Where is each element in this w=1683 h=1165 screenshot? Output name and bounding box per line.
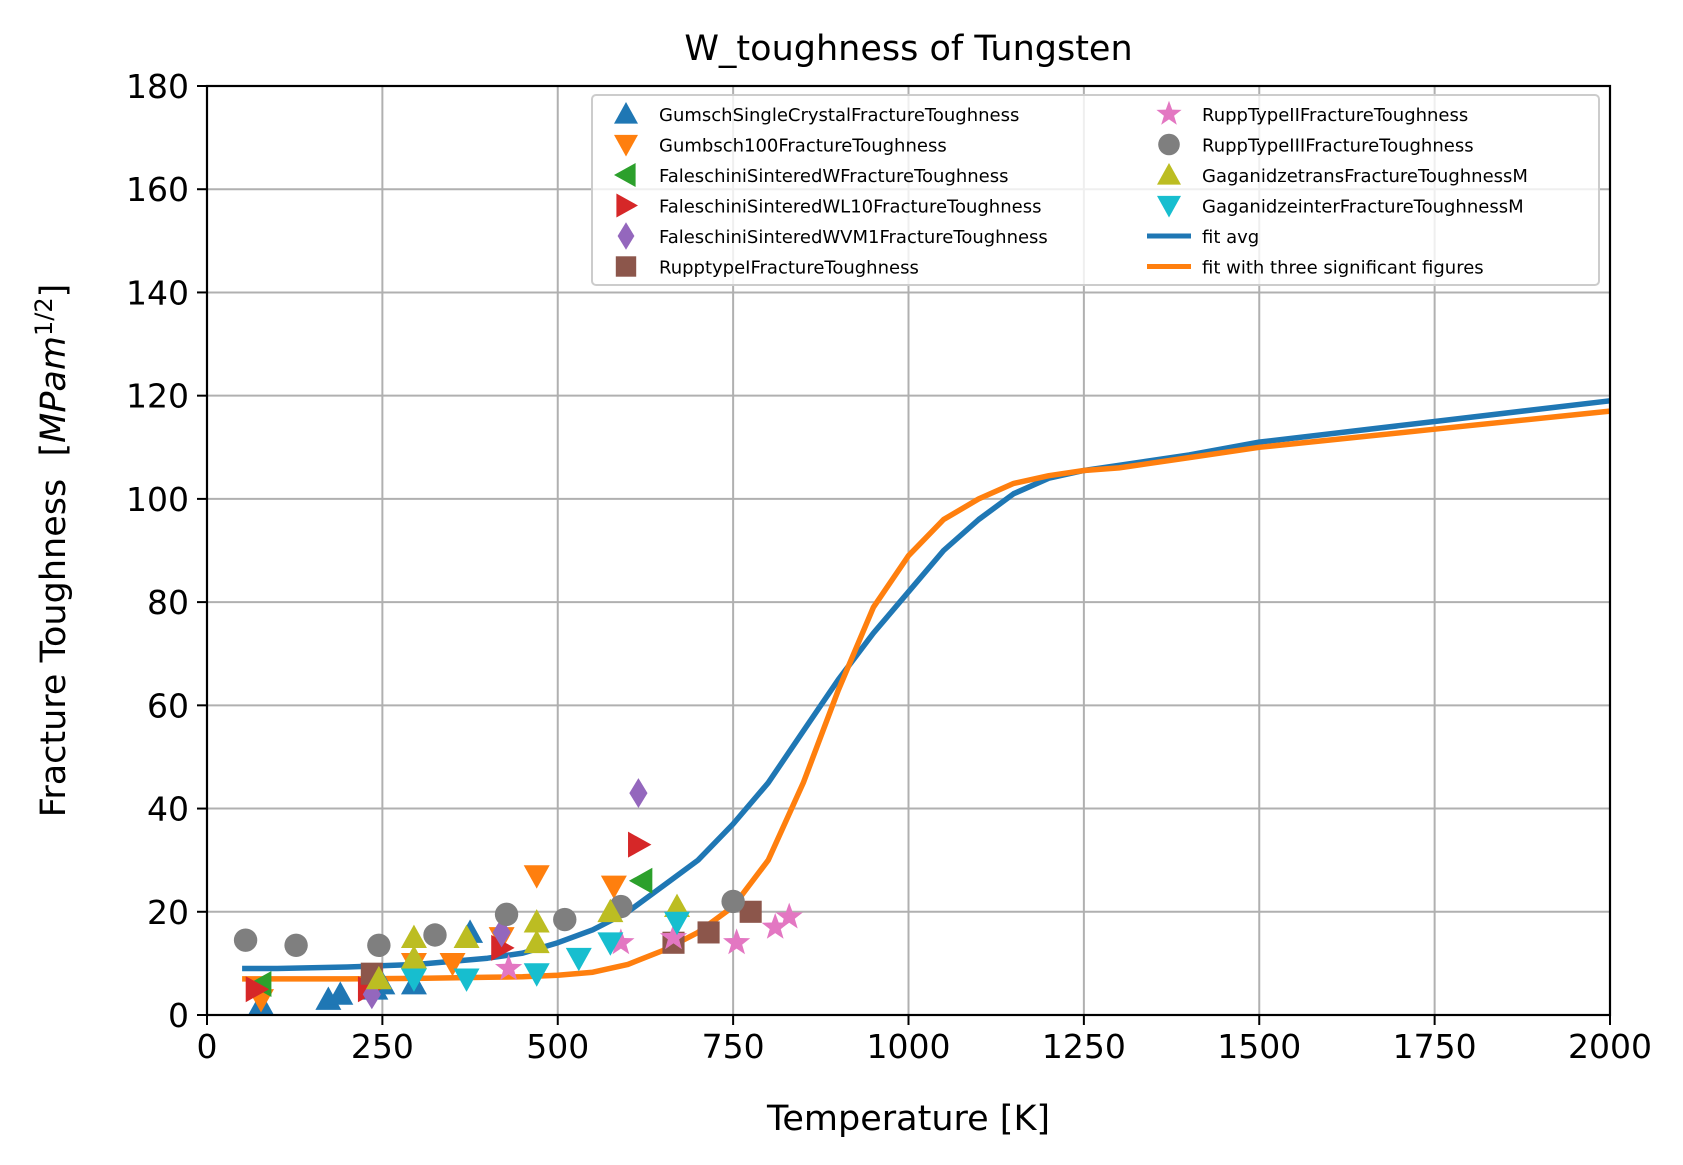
data-point [453, 924, 480, 948]
legend-label: GumschSingleCrystalFractureToughness [659, 105, 1019, 126]
data-point [284, 933, 308, 958]
x-axis-label: Temperature [K] [766, 1099, 1050, 1139]
data-point [495, 954, 523, 981]
data-point [697, 921, 720, 944]
legend: GumschSingleCrystalFractureToughness Gumb… [591, 94, 1600, 286]
y-tick-label: 100 [126, 480, 189, 519]
legend-swatch [1156, 100, 1182, 125]
legend-box [591, 94, 1600, 286]
data-point [362, 979, 381, 1010]
x-tick-label: 2000 [1568, 1027, 1652, 1066]
legend-swatch [617, 222, 635, 250]
data-point [600, 875, 627, 899]
y-axis-unit-exponent: 1/2 [30, 297, 58, 336]
data-point [739, 900, 762, 923]
data-point [565, 947, 592, 972]
data-point [597, 898, 624, 923]
data-point [664, 911, 691, 936]
legend-label: Gumbsch100FractureToughness [659, 136, 947, 157]
legend-swatch [614, 163, 636, 187]
data-point [628, 831, 652, 858]
y-tick-label: 0 [168, 996, 189, 1035]
data-point [327, 981, 354, 1005]
legend-label: FaleschiniSinteredWFractureToughness [659, 166, 1009, 187]
data-point [775, 902, 803, 929]
legend-label: fit with three significant figures [1202, 258, 1484, 279]
data-point [553, 907, 577, 932]
legend-label: FaleschiniSinteredWVM1FractureToughness [659, 227, 1048, 248]
y-tick-label: 20 [147, 893, 189, 932]
y-tick-label: 160 [126, 170, 189, 209]
y-axis-label-main: Fracture Toughness [34, 479, 74, 817]
y-axis-unit-close: ] [34, 284, 74, 298]
data-point [439, 952, 466, 977]
data-point [365, 965, 392, 990]
x-tick-label: 0 [197, 1027, 218, 1066]
data-point [761, 913, 789, 939]
legend-swatch [614, 102, 638, 124]
x-tick-label: 1750 [1393, 1027, 1477, 1066]
legend-swatch [614, 134, 638, 157]
data-point [523, 929, 550, 954]
legend-label: FaleschiniSinteredWL10FractureToughness [659, 197, 1041, 218]
legend-swatch [1157, 163, 1181, 185]
data-point [494, 902, 519, 927]
x-tick-label: 1000 [867, 1027, 951, 1066]
data-point [628, 867, 653, 894]
data-point [664, 893, 691, 918]
x-tick-label: 1500 [1217, 1027, 1301, 1066]
y-tick-label: 120 [126, 377, 189, 416]
x-tick-label: 250 [351, 1027, 414, 1066]
legend-swatch [616, 193, 638, 218]
data-point [367, 933, 391, 958]
axis-ticks: 0 250 500 750 1000 1250 1500 1750 2000 0 20 40 60 80 1… [126, 67, 1652, 1066]
legend-swatch [1157, 195, 1181, 218]
data-point [491, 934, 515, 961]
data-point [721, 889, 745, 914]
data-point [400, 924, 427, 948]
chart-title: W_toughness of Tungsten [684, 29, 1132, 69]
data-point [723, 928, 751, 955]
fit-lines [242, 398, 1611, 982]
y-axis-label-space [34, 457, 74, 479]
data-point [453, 968, 480, 992]
legend-label: RupptypeIFractureToughness [659, 258, 919, 279]
data-point [523, 865, 550, 889]
data-point [523, 909, 550, 933]
data-point [400, 968, 427, 992]
y-axis-unit-open: [ [34, 443, 74, 457]
data-point [233, 928, 258, 952]
x-tick-label: 1250 [1042, 1027, 1126, 1066]
data-point [597, 932, 624, 956]
legend-label: GaganidzeinterFractureToughnessM [1202, 197, 1524, 218]
y-axis-label: Fracture Toughness [MPam1/2] [30, 284, 74, 818]
data-point [659, 923, 688, 950]
data-point [245, 976, 270, 1003]
legend-label: RuppTypeIIFractureToughness [1202, 105, 1468, 126]
legend-label: GaganidzetransFractureToughnessM [1202, 166, 1528, 187]
data-point [607, 928, 635, 955]
legend-swatch [1158, 133, 1180, 156]
data-point [400, 945, 427, 969]
y-tick-label: 180 [126, 67, 189, 106]
y-tick-label: 60 [147, 686, 189, 725]
data-point [492, 917, 511, 948]
y-axis-unit: MPam [34, 336, 74, 443]
x-tick-label: 500 [526, 1027, 589, 1066]
data-point [423, 923, 447, 947]
data-markers [233, 778, 803, 1015]
x-tick-label: 750 [702, 1027, 765, 1066]
y-tick-label: 140 [126, 273, 189, 312]
legend-swatch [615, 256, 637, 277]
data-point [523, 963, 550, 987]
data-point [629, 778, 648, 809]
legend-label: fit avg [1202, 227, 1259, 248]
y-tick-label: 80 [147, 583, 189, 622]
y-tick-label: 40 [147, 790, 189, 829]
legend-label: RuppTypeIIIFractureToughness [1202, 136, 1474, 157]
fit-line [242, 408, 1611, 982]
